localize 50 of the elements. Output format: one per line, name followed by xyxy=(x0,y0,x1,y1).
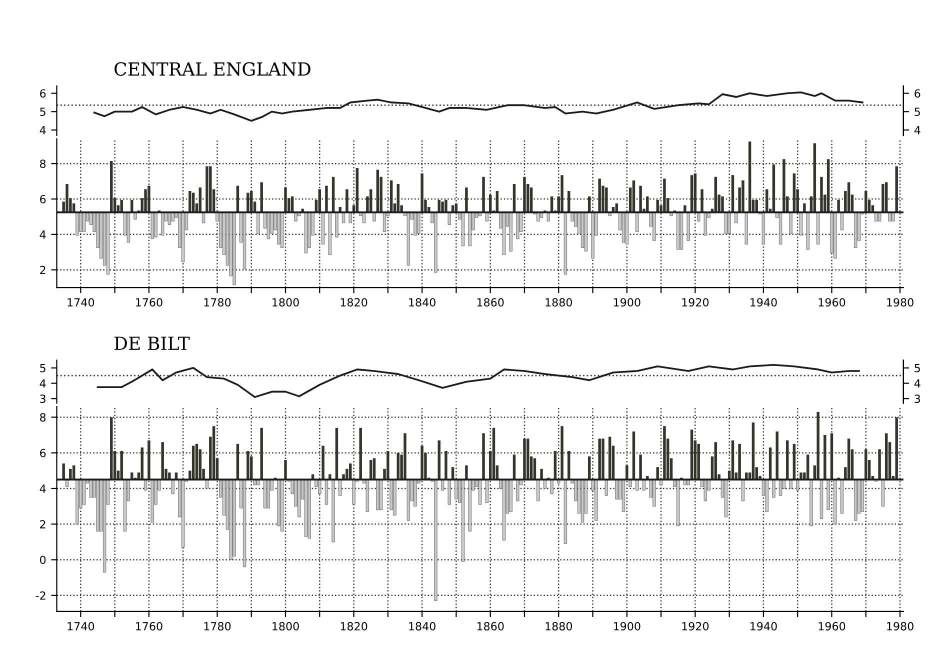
y-tick-label: 2 xyxy=(40,266,46,274)
x-tick-label: 1760 xyxy=(136,298,162,307)
y-tick-label: 8 xyxy=(40,413,46,422)
x-tick-label: 1820 xyxy=(340,298,368,307)
x-tick-label: 1740 xyxy=(68,298,94,307)
x-tick-label: 1840 xyxy=(409,298,436,307)
y-tick-label: 0 xyxy=(40,556,46,564)
x-tick-label: 1920 xyxy=(682,622,709,630)
x-tick-label: 1980 xyxy=(887,298,914,307)
y-tick-label: 2 xyxy=(40,520,46,528)
y-tick-label: 4 xyxy=(40,379,46,388)
y2-tick-label: 6 xyxy=(914,89,920,98)
y-tick-label: -2 xyxy=(36,591,46,600)
x-tick-label: 1900 xyxy=(614,622,640,630)
y-tick-label: 6 xyxy=(40,194,46,204)
y-tick-label: 4 xyxy=(40,126,46,134)
x-tick-label: 1740 xyxy=(68,622,94,630)
y-tick-label: 4 xyxy=(40,484,46,493)
y-tick-label: 5 xyxy=(40,108,46,116)
y2-tick-label: 5 xyxy=(914,108,920,116)
x-tick-label: 1820 xyxy=(340,622,368,630)
x-tick-label: 1860 xyxy=(477,622,504,630)
x-tick-label: 1880 xyxy=(546,622,572,630)
y2-tick-label: 4 xyxy=(914,379,920,388)
x-tick-label: 1940 xyxy=(750,298,777,307)
x-tick-label: 1920 xyxy=(682,298,709,307)
y-tick-label: 8 xyxy=(40,160,46,168)
x-tick-label: 1840 xyxy=(409,622,436,630)
y-tick-label: 5 xyxy=(40,364,46,372)
x-tick-label: 1780 xyxy=(204,298,231,307)
y2-tick-label: 4 xyxy=(914,126,920,134)
x-tick-label: 1940 xyxy=(750,622,777,630)
x-tick-label: 1800 xyxy=(272,298,299,307)
y-tick-label: 6 xyxy=(40,448,46,458)
y-tick-label: 4 xyxy=(40,230,46,239)
x-tick-label: 1880 xyxy=(546,298,572,307)
x-tick-label: 1960 xyxy=(818,298,846,307)
y-tick-label: 3 xyxy=(40,394,46,403)
chart-title: CENTRAL ENGLAND xyxy=(114,62,310,76)
x-tick-label: 1960 xyxy=(818,622,846,630)
x-tick-label: 1900 xyxy=(614,298,640,307)
y2-tick-label: 5 xyxy=(914,364,920,372)
x-tick-label: 1800 xyxy=(272,622,299,630)
chart-title: DE BILT xyxy=(114,336,190,350)
x-tick-label: 1760 xyxy=(136,622,162,630)
x-tick-label: 1780 xyxy=(204,622,231,630)
x-tick-label: 1860 xyxy=(477,298,504,307)
x-tick-label: 1980 xyxy=(887,622,914,630)
y-tick-label: 6 xyxy=(40,89,46,98)
y2-tick-label: 3 xyxy=(914,394,920,403)
